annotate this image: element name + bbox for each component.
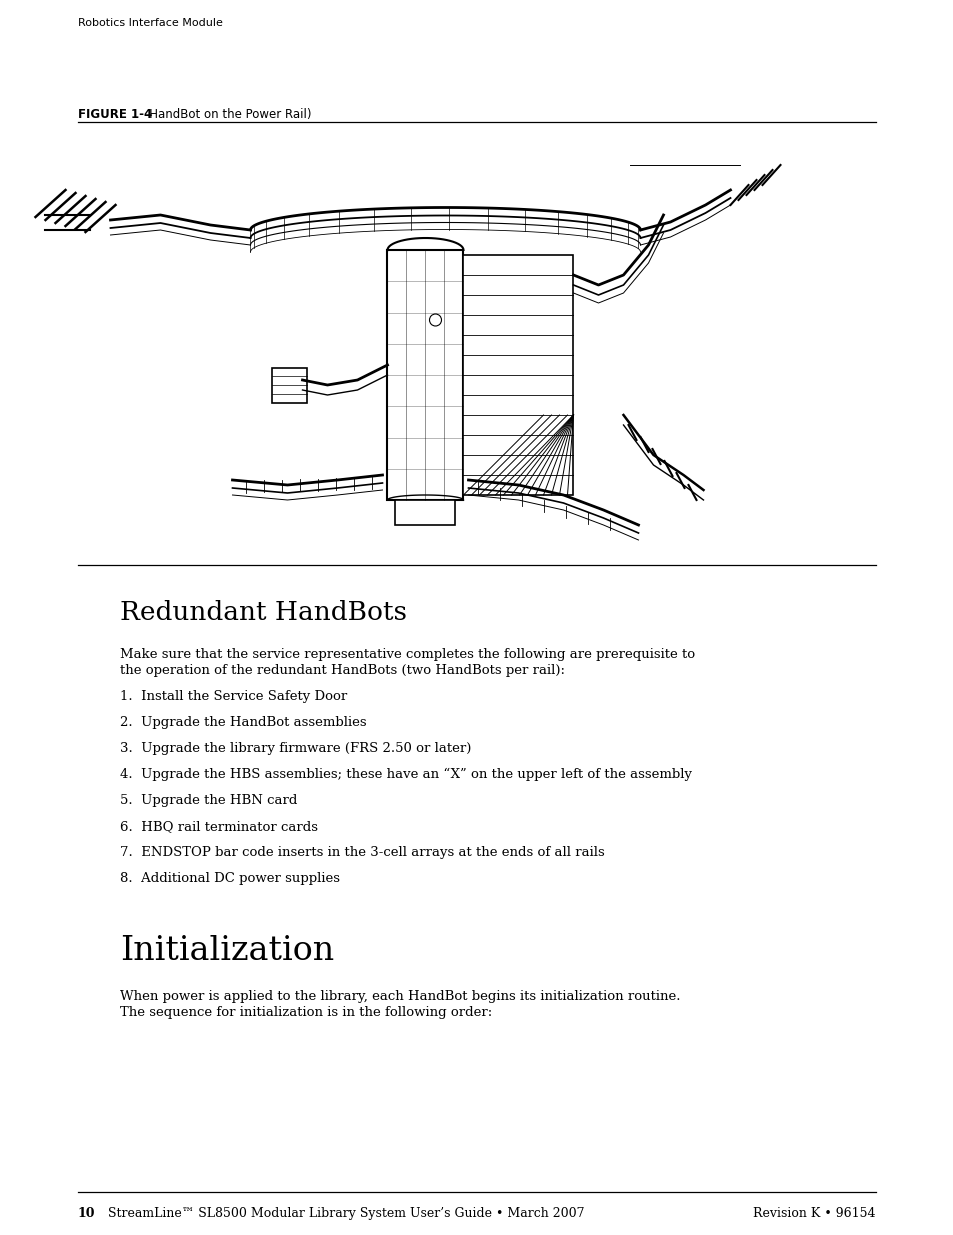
Bar [273, 368, 307, 403]
Text: 4.  Upgrade the HBS assemblies; these have an “X” on the upper left of the assem: 4. Upgrade the HBS assemblies; these hav… [120, 768, 691, 782]
Text: Robotics Interface Module: Robotics Interface Module [78, 19, 223, 28]
Text: the operation of the redundant HandBots (two HandBots per rail):: the operation of the redundant HandBots … [120, 664, 564, 677]
Text: Revision K • 96154: Revision K • 96154 [753, 1207, 875, 1220]
Text: The sequence for initialization is in the following order:: The sequence for initialization is in th… [120, 1007, 492, 1019]
Text: 2.  Upgrade the HandBot assemblies: 2. Upgrade the HandBot assemblies [120, 716, 366, 729]
Bar [387, 249, 463, 500]
Text: When power is applied to the library, each HandBot begins its initialization rou: When power is applied to the library, ea… [120, 990, 679, 1003]
Text: Make sure that the service representative completes the following are prerequisi: Make sure that the service representativ… [120, 648, 695, 661]
Text: FIGURE 1-4: FIGURE 1-4 [78, 107, 152, 121]
Text: StreamLine™ SL8500 Modular Library System User’s Guide • March 2007: StreamLine™ SL8500 Modular Library Syste… [108, 1207, 584, 1220]
Text: 6.  HBQ rail terminator cards: 6. HBQ rail terminator cards [120, 820, 317, 832]
Text: 1.  Install the Service Safety Door: 1. Install the Service Safety Door [120, 690, 347, 703]
Text: 5.  Upgrade the HBN card: 5. Upgrade the HBN card [120, 794, 297, 806]
Bar [395, 500, 455, 525]
Text: 10: 10 [78, 1207, 95, 1220]
Bar [463, 254, 573, 495]
Text: 3.  Upgrade the library firmware (FRS 2.50 or later): 3. Upgrade the library firmware (FRS 2.5… [120, 742, 471, 755]
Text: HandBot on the Power Rail): HandBot on the Power Rail) [138, 107, 312, 121]
Text: 8.  Additional DC power supplies: 8. Additional DC power supplies [120, 872, 339, 885]
Text: Redundant HandBots: Redundant HandBots [120, 600, 407, 625]
Text: Initialization: Initialization [120, 935, 334, 967]
Text: 7.  ENDSTOP bar code inserts in the 3-cell arrays at the ends of all rails: 7. ENDSTOP bar code inserts in the 3-cel… [120, 846, 604, 860]
